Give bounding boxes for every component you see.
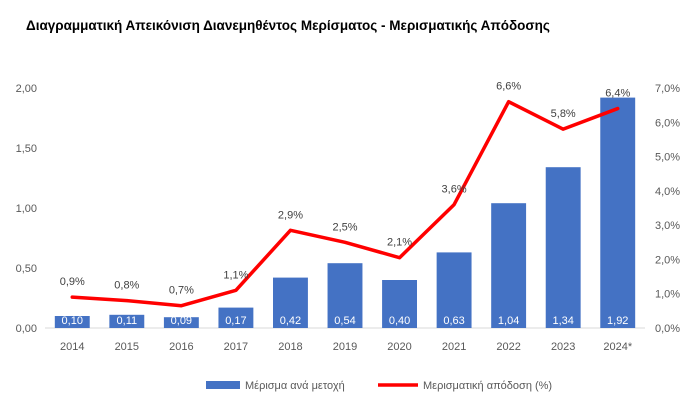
bar (54, 316, 90, 328)
bar (436, 252, 472, 328)
line-value-label: 0,7% (169, 285, 194, 297)
y-right-tick-label: 3,0% (655, 220, 680, 232)
bar-value-label: 0,63 (443, 315, 464, 327)
x-tick-label: 2019 (333, 341, 357, 353)
bar (491, 203, 527, 328)
y-right-tick-label: 6,0% (655, 117, 680, 129)
bar (273, 277, 308, 328)
x-tick-label: 2020 (387, 341, 411, 353)
x-tick-label: 2023 (551, 341, 575, 353)
bar-value-label: 1,04 (498, 315, 519, 327)
x-tick-label: 2024* (603, 341, 632, 353)
x-tick-label: 2021 (442, 341, 466, 353)
bar-value-label: 0,54 (334, 315, 355, 327)
line-value-label: 6,4% (605, 88, 630, 100)
bar-value-label: 0,10 (62, 315, 83, 327)
y-left-tick-label: 1,00 (16, 203, 37, 215)
bar (327, 263, 363, 328)
bar-value-label: 1,34 (552, 315, 573, 327)
bar (545, 167, 581, 328)
y-right-tick-label: 7,0% (655, 83, 680, 95)
y-right-tick-label: 1,0% (655, 289, 680, 301)
line-value-label: 0,9% (60, 276, 85, 288)
x-tick-label: 2017 (224, 341, 248, 353)
y-left-tick-label: 0,50 (16, 263, 37, 275)
y-right-tick-label: 5,0% (655, 152, 680, 164)
y-right-tick-label: 0,0% (655, 323, 680, 335)
bar (382, 280, 417, 328)
bar-value-label: 0,09 (171, 315, 192, 327)
legend-bar-swatch (206, 381, 240, 389)
bar (218, 307, 254, 328)
y-left-tick-label: 0,00 (16, 323, 37, 335)
chart-title: Διαγραμματική Απεικόνιση Διανεμηθέντος Μ… (26, 18, 550, 33)
x-tick-label: 2015 (115, 341, 139, 353)
x-tick-label: 2016 (169, 341, 193, 353)
y-right-tick-label: 4,0% (655, 186, 680, 198)
bar-value-label: 0,11 (117, 315, 138, 327)
bar-value-label: 0,40 (389, 315, 410, 327)
line-value-label: 2,1% (387, 237, 412, 249)
dividend-yield-line (70, 99, 620, 308)
x-tick-label: 2014 (60, 341, 84, 353)
bar (163, 317, 199, 328)
line-value-label: 3,6% (442, 184, 467, 196)
y-left-tick-label: 2,00 (16, 83, 37, 95)
line-value-label: 5,8% (551, 108, 576, 120)
line-value-label: 0,8% (114, 280, 139, 292)
line-value-label: 1,1% (223, 269, 248, 281)
y-right-tick-label: 2,0% (655, 254, 680, 266)
bar (109, 314, 145, 328)
x-tick-label: 2022 (496, 341, 520, 353)
legend-bar-label: Μέρισμα ανά μετοχή (245, 380, 345, 392)
legend-line-label: Μερισματική απόδοση (%) (423, 380, 552, 392)
line-value-label: 6,6% (496, 81, 521, 93)
x-tick-label: 2018 (278, 341, 302, 353)
bar-value-label: 0,17 (225, 315, 246, 327)
bar-value-label: 1,92 (607, 315, 628, 327)
y-left-tick-label: 1,50 (16, 143, 37, 155)
line-value-label: 2,9% (278, 209, 303, 221)
line-value-label: 2,5% (332, 221, 357, 233)
bar (600, 97, 636, 328)
bar-value-label: 0,42 (280, 315, 301, 327)
